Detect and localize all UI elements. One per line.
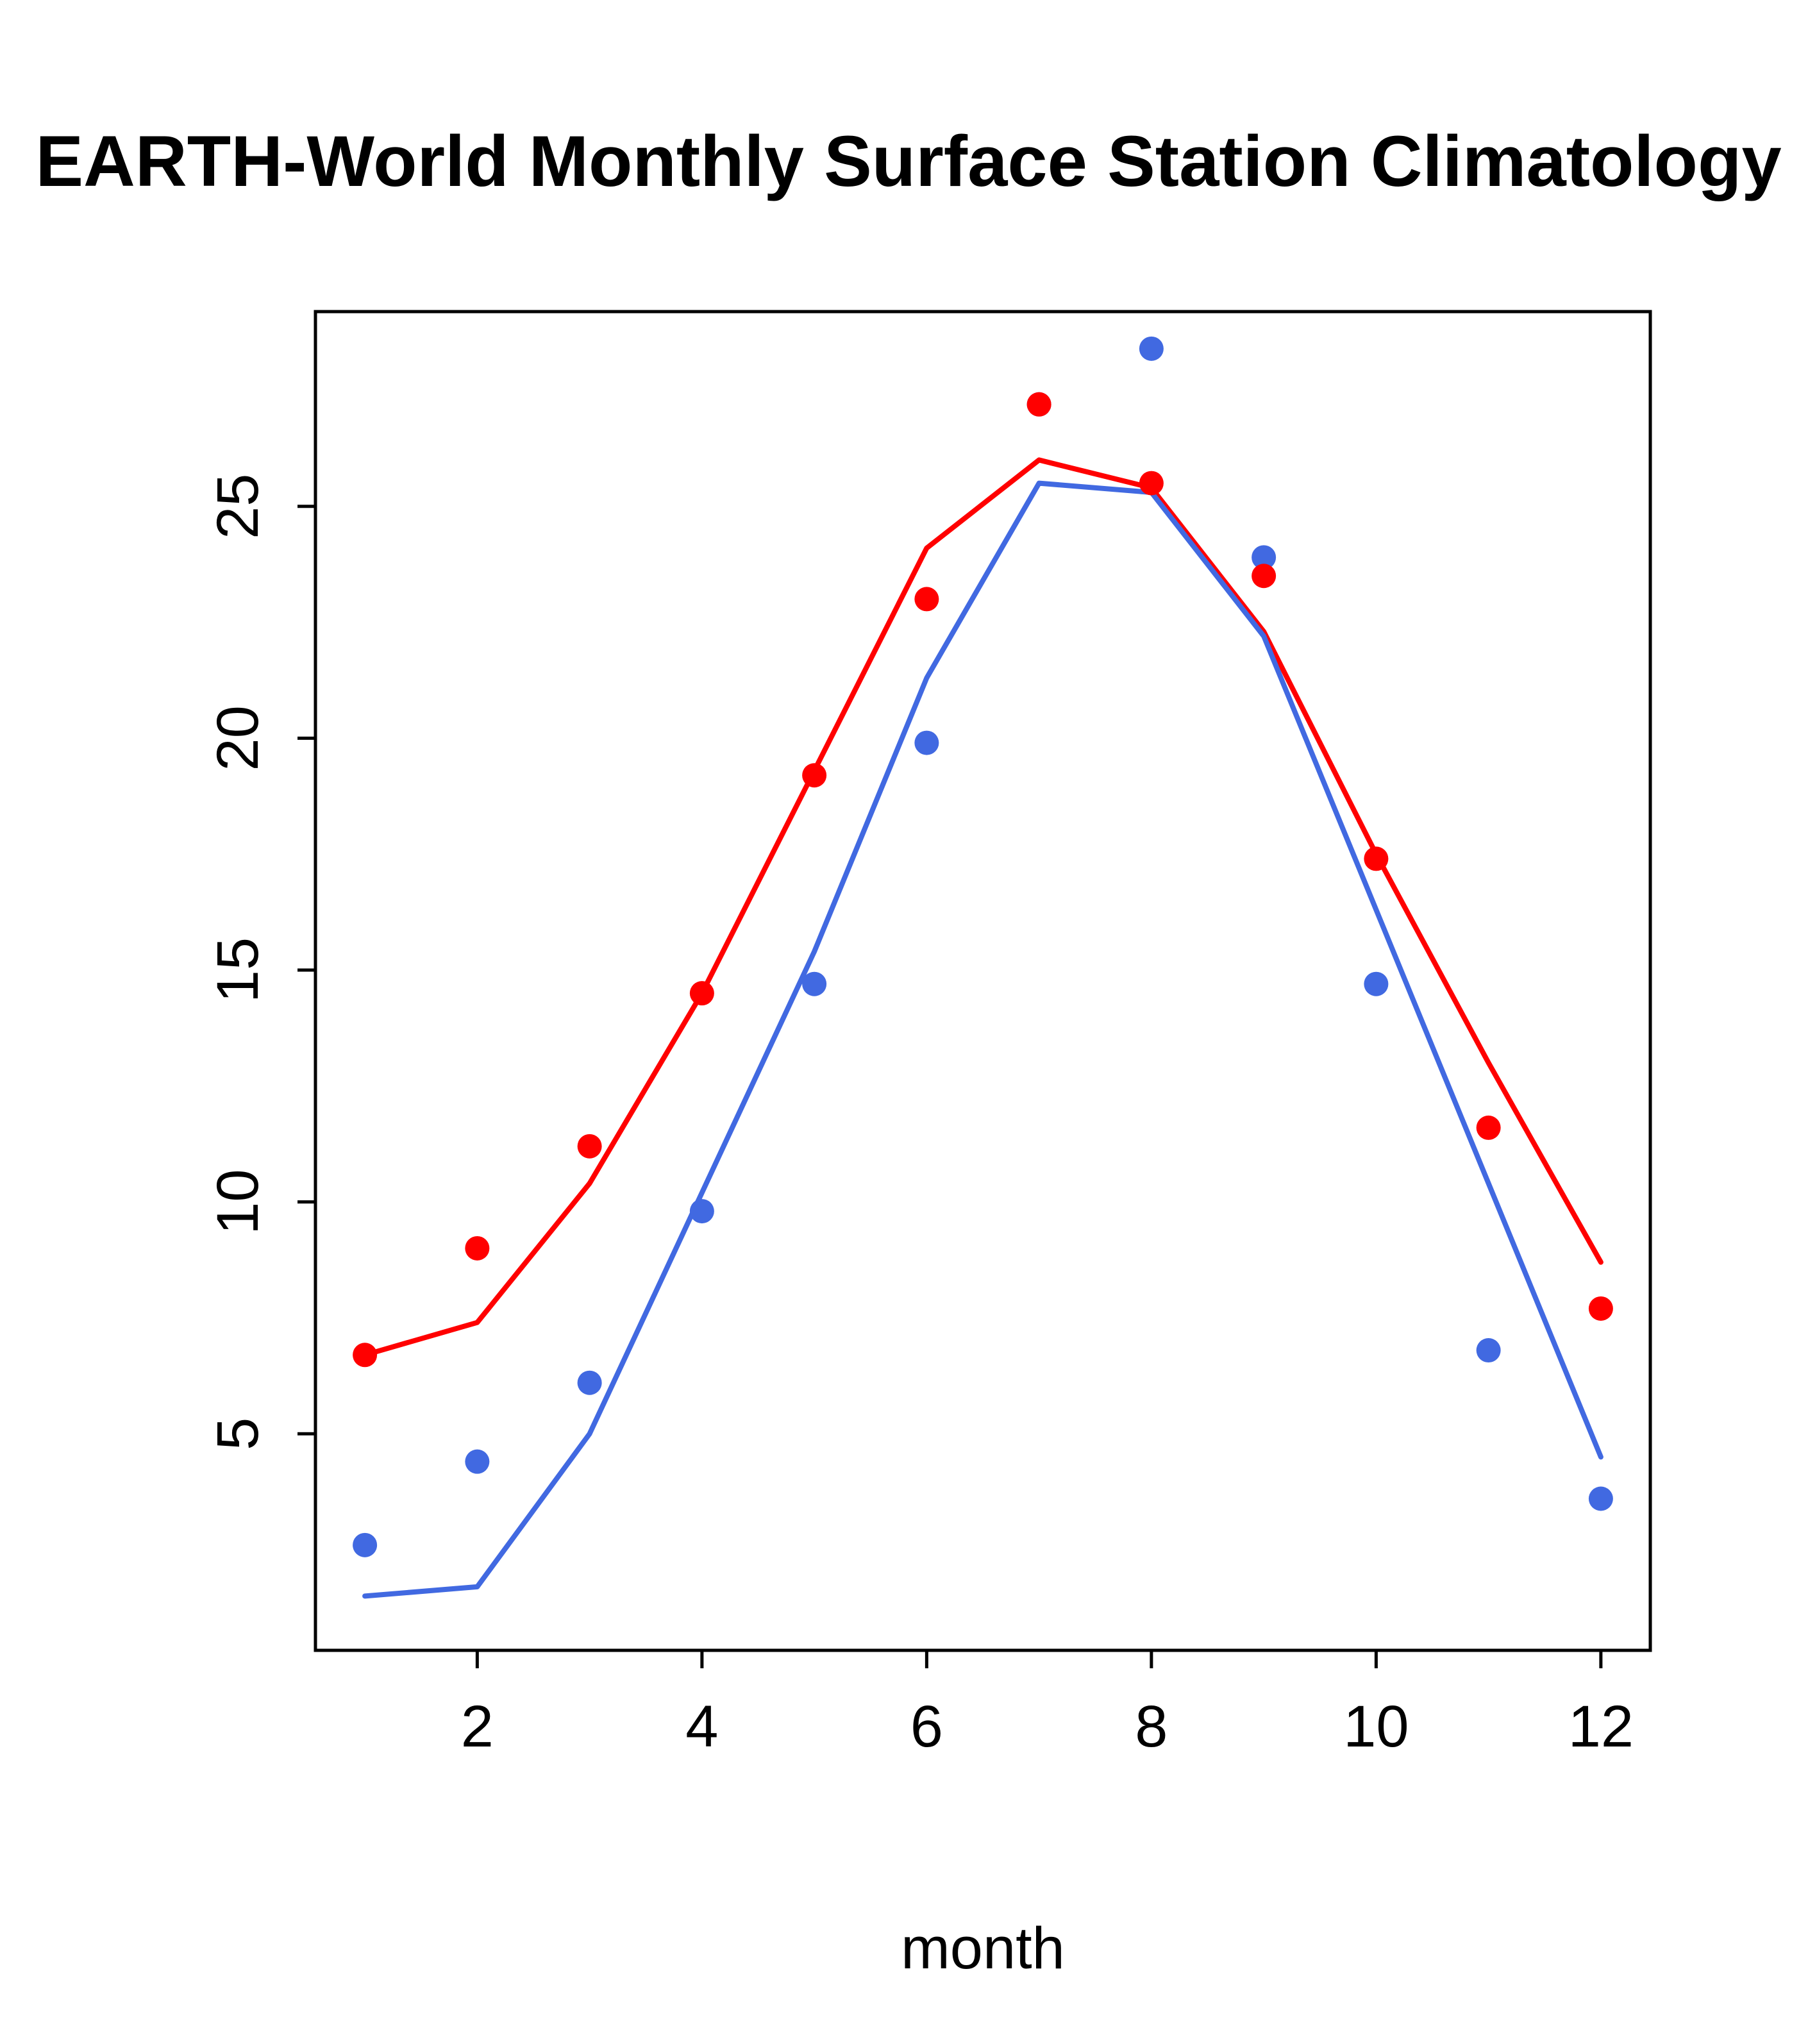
plot-border xyxy=(314,310,1652,1652)
x-tick-label: 12 xyxy=(1568,1694,1634,1759)
y-tick-label: 25 xyxy=(205,474,271,539)
blue-point xyxy=(465,1449,490,1474)
blue-point xyxy=(689,1199,714,1224)
chart-title: EARTH-World Monthly Surface Station Clim… xyxy=(35,121,1781,201)
blue-line xyxy=(362,480,1603,1599)
red-point xyxy=(1139,471,1164,496)
x-tick-label: 6 xyxy=(910,1694,943,1759)
red-point xyxy=(465,1236,490,1261)
series-lines xyxy=(362,457,1603,1599)
blue-point xyxy=(1252,545,1277,570)
red-point xyxy=(1026,392,1051,417)
x-tick-label: 4 xyxy=(685,1694,718,1759)
red-point xyxy=(802,763,827,788)
series-points xyxy=(353,336,1613,1557)
red-point xyxy=(689,981,714,1006)
red-point xyxy=(577,1134,602,1159)
blue-point xyxy=(1364,971,1389,996)
red-point xyxy=(353,1343,378,1368)
blue-point xyxy=(1139,336,1164,361)
blue-point xyxy=(577,1370,602,1395)
x-tick-label: 8 xyxy=(1135,1694,1168,1759)
blue-point xyxy=(1476,1338,1501,1363)
red-point xyxy=(1252,564,1277,589)
blue-point xyxy=(914,730,939,755)
red-point xyxy=(914,587,939,612)
blue-point xyxy=(1588,1486,1613,1511)
y-axis-ticks: 5 10 15 20 25 xyxy=(205,474,315,1450)
x-tick-label: 10 xyxy=(1343,1694,1409,1759)
x-axis-ticks: 2 4 6 8 10 12 xyxy=(461,1650,1634,1759)
x-axis-label: month xyxy=(901,1916,1065,1981)
red-point xyxy=(1476,1115,1501,1140)
x-tick-label: 2 xyxy=(461,1694,494,1759)
blue-point xyxy=(802,971,827,996)
red-line xyxy=(362,457,1603,1358)
blue-point xyxy=(353,1532,378,1557)
y-tick-label: 15 xyxy=(205,937,271,1003)
y-tick-label: 5 xyxy=(205,1418,271,1450)
y-tick-label: 20 xyxy=(205,705,271,771)
red-point xyxy=(1364,846,1389,871)
y-tick-label: 10 xyxy=(205,1169,271,1234)
red-point xyxy=(1588,1296,1613,1321)
